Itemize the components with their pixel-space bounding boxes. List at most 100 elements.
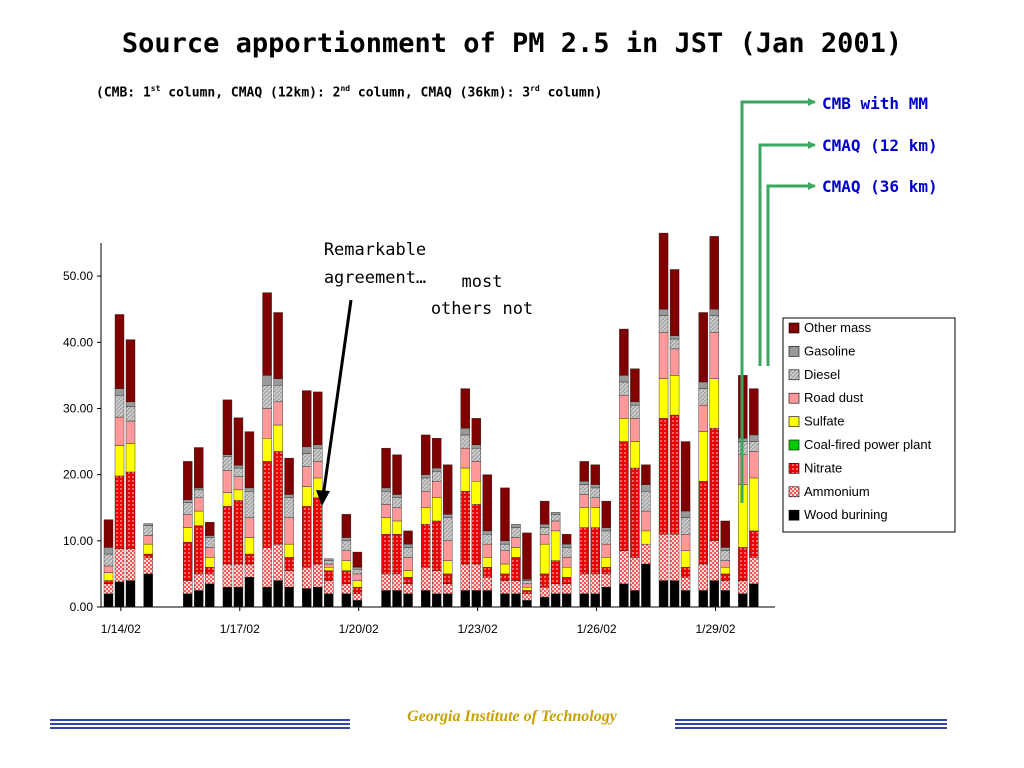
bar-segment bbox=[143, 525, 153, 536]
bar-segment bbox=[500, 540, 510, 545]
bar-segment bbox=[143, 535, 153, 545]
bar-segment bbox=[720, 573, 730, 581]
bar-segment bbox=[302, 588, 312, 608]
bar-segment bbox=[183, 593, 193, 608]
bar-segment bbox=[561, 547, 572, 558]
legend-swatch bbox=[788, 369, 800, 381]
bar-segment bbox=[403, 570, 413, 578]
bar-segment bbox=[273, 312, 283, 379]
bar-segment bbox=[381, 517, 391, 535]
bar-segment bbox=[262, 586, 272, 608]
bar-segment bbox=[431, 471, 442, 482]
agreement-arrow-head bbox=[316, 490, 330, 506]
bar-segment bbox=[561, 567, 572, 578]
bar-segment bbox=[619, 441, 629, 551]
bar-segment bbox=[273, 378, 283, 386]
bar-segment bbox=[720, 520, 730, 548]
legend-entry: Nitrate bbox=[804, 460, 842, 475]
bar-segment bbox=[442, 464, 453, 515]
bar-segment bbox=[482, 534, 493, 545]
bar-segment bbox=[561, 583, 572, 594]
bar-segment bbox=[143, 523, 153, 526]
model-pointer-arrow bbox=[766, 182, 816, 366]
bar-segment bbox=[403, 583, 413, 594]
bar-segment bbox=[205, 522, 215, 536]
bar-segment bbox=[579, 494, 589, 508]
bar-segment bbox=[590, 487, 600, 499]
bar-segment bbox=[749, 477, 759, 532]
bar-segment bbox=[341, 570, 352, 585]
bar-segment bbox=[262, 292, 272, 376]
bar-segment bbox=[284, 494, 294, 498]
legend-swatch bbox=[788, 486, 800, 498]
bar-segment bbox=[103, 553, 114, 567]
bar-segment bbox=[669, 335, 680, 340]
bar-segment bbox=[313, 447, 323, 462]
bar-segment bbox=[103, 572, 114, 581]
bar-segment bbox=[341, 540, 352, 551]
bar-segment bbox=[352, 567, 363, 570]
bar-segment bbox=[352, 593, 363, 601]
bar-segment bbox=[273, 543, 283, 581]
bar-segment bbox=[709, 315, 719, 333]
bar-segment bbox=[125, 580, 136, 608]
legend-entry: Sulfate bbox=[804, 414, 844, 429]
bar-segment bbox=[392, 494, 402, 498]
bar-segment bbox=[630, 557, 640, 591]
bar-segment bbox=[460, 590, 471, 608]
bar-segment bbox=[244, 431, 255, 489]
bar-segment bbox=[630, 401, 640, 406]
bar-segment bbox=[460, 428, 471, 436]
bar-segment bbox=[579, 593, 589, 608]
bar-segment bbox=[658, 308, 669, 317]
bar-segment bbox=[522, 600, 532, 608]
bar-segment bbox=[669, 375, 680, 416]
bar-segment bbox=[205, 573, 215, 585]
bar-segment bbox=[709, 308, 719, 317]
bar-segment bbox=[183, 580, 193, 594]
bar-segment bbox=[749, 557, 759, 585]
bar-segment bbox=[431, 497, 442, 522]
bar-segment bbox=[284, 570, 294, 588]
bar-segment bbox=[233, 563, 244, 588]
bar-segment bbox=[460, 434, 471, 449]
bar-segment bbox=[341, 514, 352, 538]
bar-segment bbox=[392, 507, 402, 522]
bar-segment bbox=[403, 543, 413, 548]
bar-segment bbox=[720, 580, 730, 591]
bar-segment bbox=[680, 517, 691, 535]
bar-segment bbox=[324, 570, 334, 581]
bar-segment bbox=[114, 445, 125, 477]
bar-segment bbox=[143, 553, 153, 558]
bar-segment bbox=[561, 543, 572, 548]
x-tick-label: 1/14/02 bbox=[101, 622, 141, 636]
bar-segment bbox=[630, 441, 640, 469]
bar-segment bbox=[125, 401, 136, 407]
bar-segment bbox=[313, 444, 323, 449]
bar-segment bbox=[641, 530, 651, 545]
bar-segment bbox=[114, 581, 125, 608]
legend-entry: Wood burining bbox=[804, 507, 888, 522]
bar-segment bbox=[103, 593, 114, 608]
bar-segment bbox=[431, 520, 442, 571]
label-cmb-with-mm: CMB with MM bbox=[822, 94, 928, 113]
bar-segment bbox=[658, 378, 669, 419]
x-tick-label: 1/20/02 bbox=[339, 622, 379, 636]
bar-segment bbox=[324, 593, 334, 608]
bar-segment bbox=[698, 388, 708, 406]
bar-segment bbox=[738, 593, 748, 608]
bar-segment bbox=[420, 507, 431, 525]
bar-segment bbox=[302, 506, 312, 568]
bar-segment bbox=[313, 586, 323, 608]
bar-segment bbox=[273, 451, 283, 545]
bar-segment bbox=[709, 236, 719, 310]
bar-segment bbox=[680, 534, 691, 551]
bar-segment bbox=[244, 487, 255, 492]
footer-institution: Georgia Institute of Technology bbox=[407, 708, 617, 725]
legend-swatch bbox=[788, 463, 800, 474]
bar-segment bbox=[460, 467, 471, 492]
bar-segment bbox=[341, 550, 352, 561]
bar-segment bbox=[630, 590, 640, 608]
bar-segment bbox=[244, 577, 255, 608]
bar-segment bbox=[698, 481, 708, 565]
